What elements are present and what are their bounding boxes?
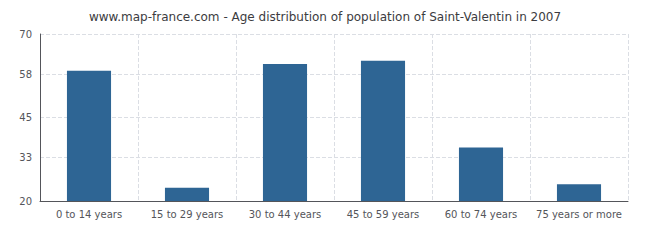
svg-text:58: 58	[19, 69, 32, 80]
svg-text:33: 33	[19, 152, 32, 163]
svg-text:15 to 29 years: 15 to 29 years	[151, 209, 224, 220]
svg-text:45: 45	[19, 112, 32, 123]
svg-text:75 years or more: 75 years or more	[536, 209, 622, 220]
svg-text:70: 70	[19, 29, 32, 40]
svg-text:30 to 44 years: 30 to 44 years	[249, 209, 322, 220]
svg-text:20: 20	[19, 196, 32, 207]
svg-text:0 to 14 years: 0 to 14 years	[56, 209, 122, 220]
svg-text:60 to 74 years: 60 to 74 years	[445, 209, 518, 220]
svg-text:www.map-france.com - Age distr: www.map-france.com - Age distribution of…	[89, 10, 561, 24]
svg-text:45 to 59 years: 45 to 59 years	[347, 209, 420, 220]
